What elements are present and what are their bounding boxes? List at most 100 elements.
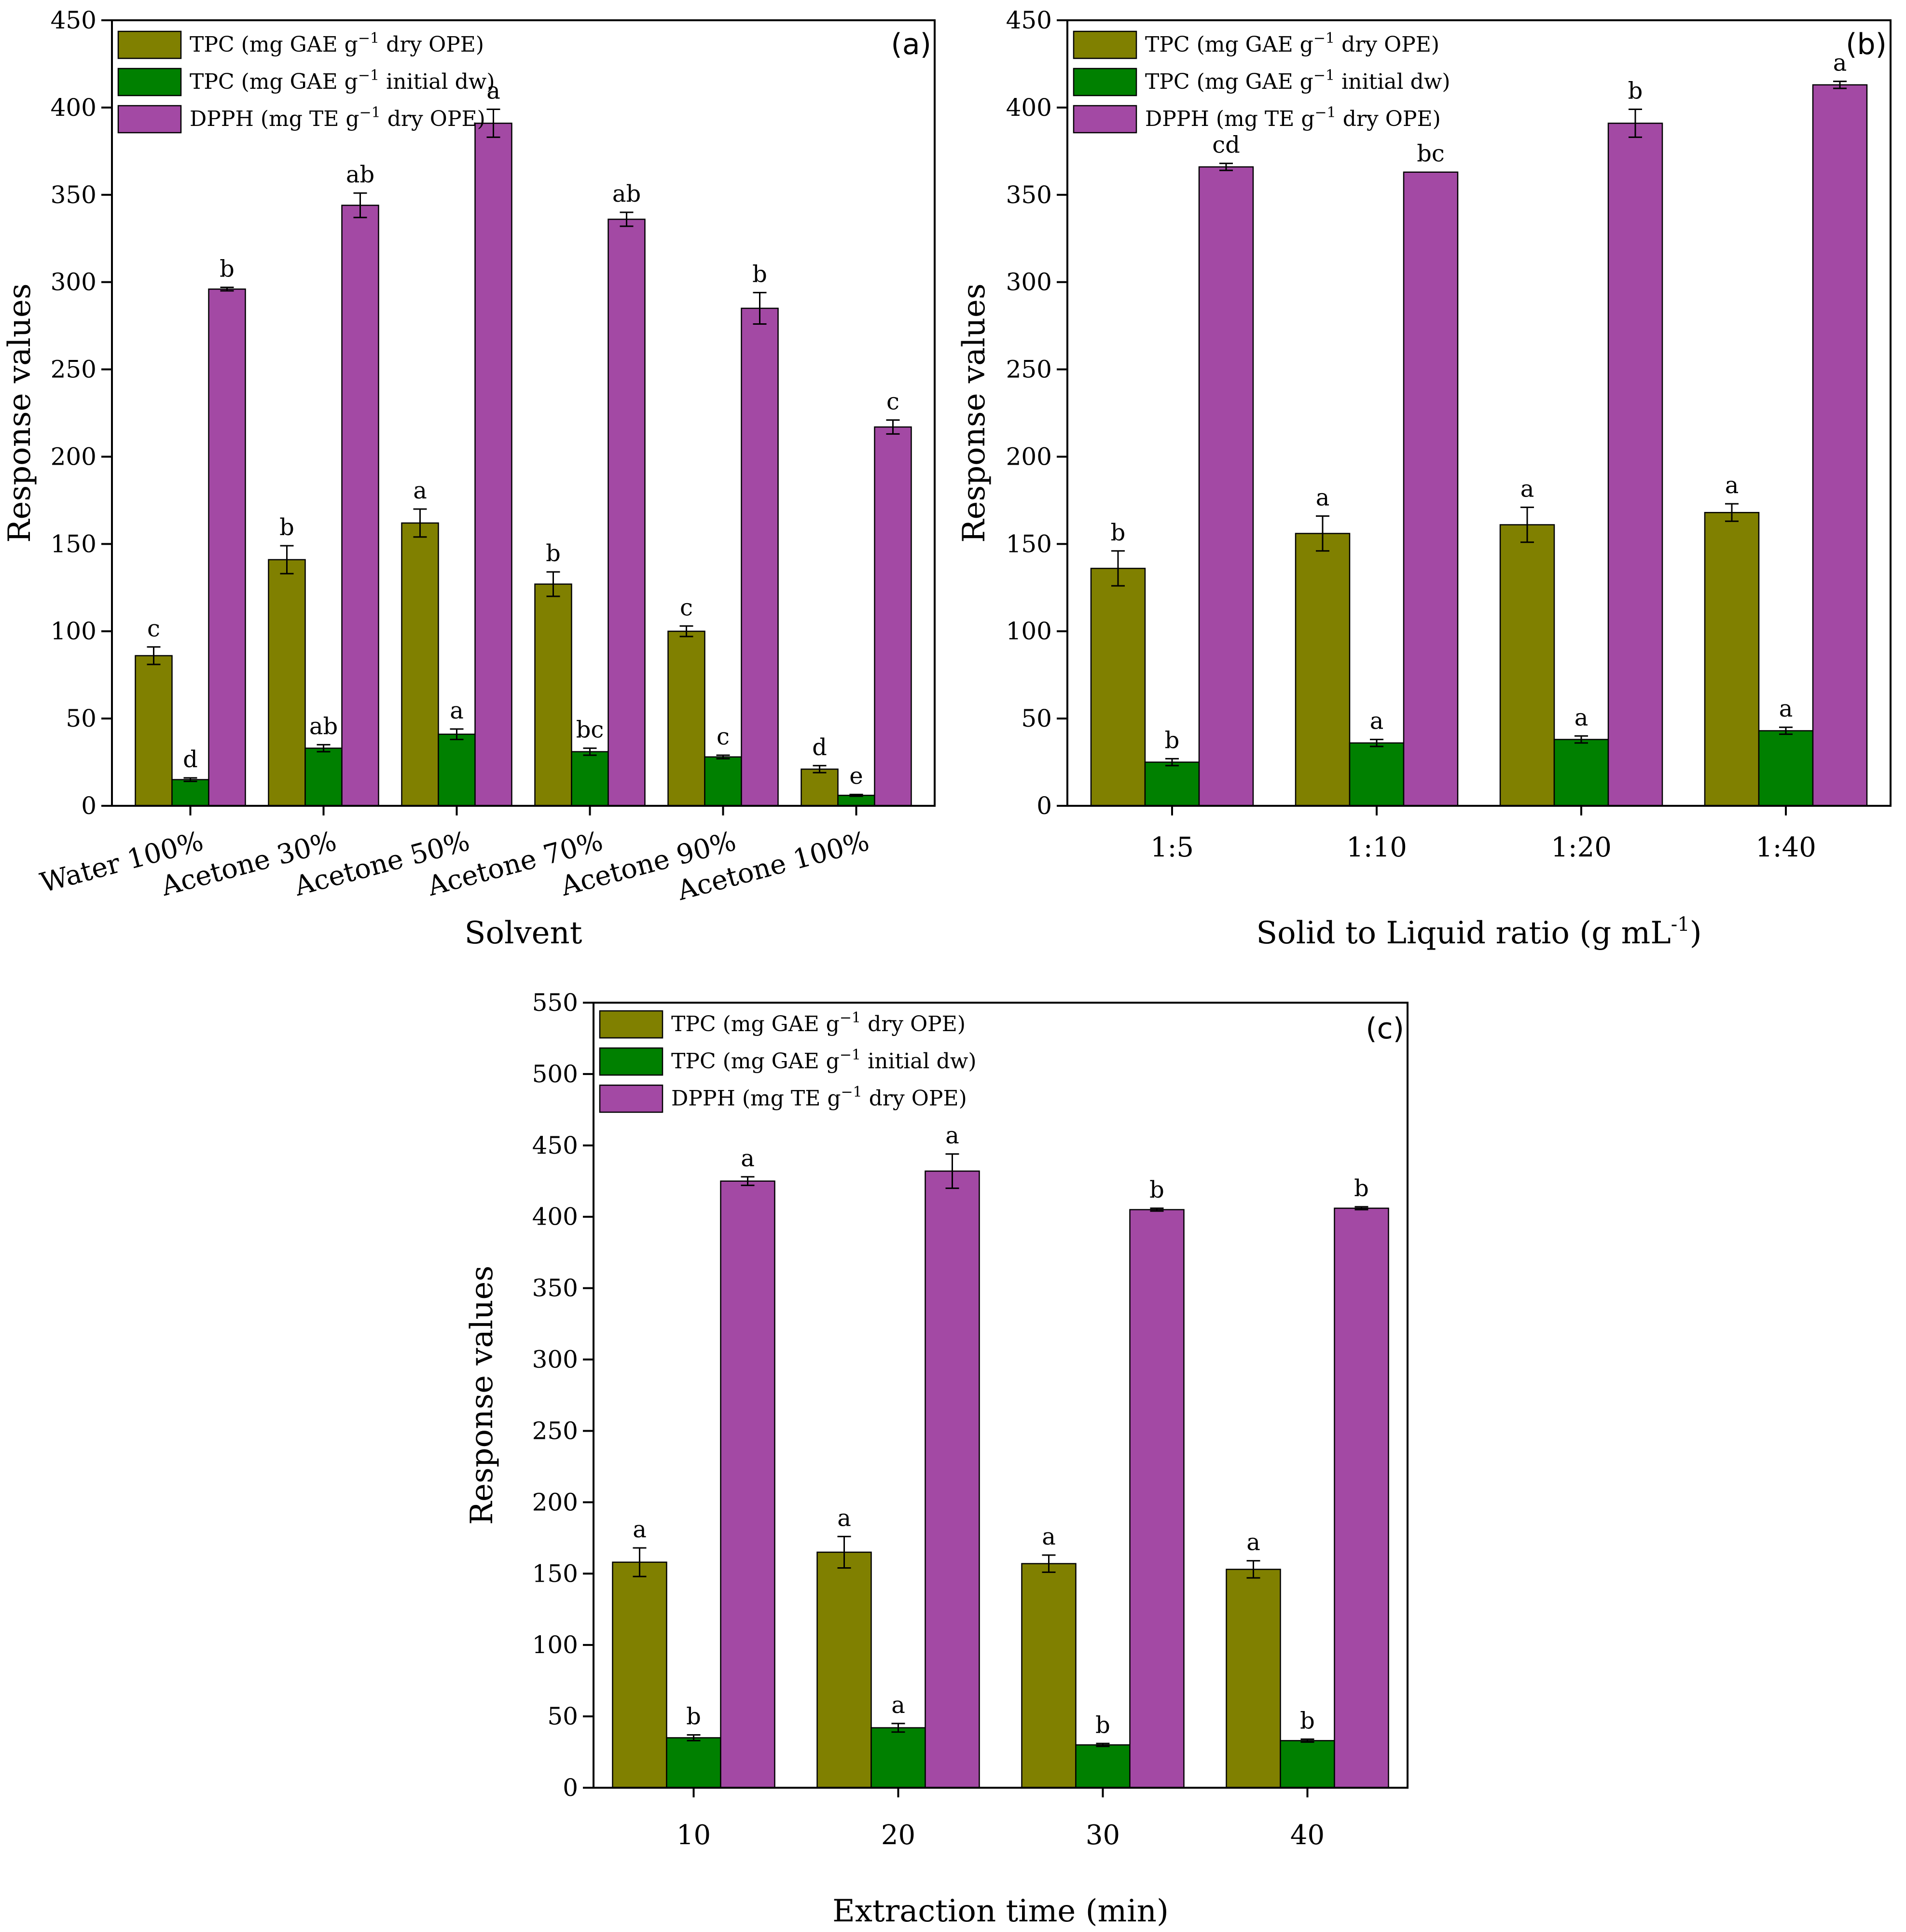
significance-letter: b (1149, 1176, 1164, 1203)
chart-panel-c: 0 50 100 150 200 250 300 350 400 450 500 550 a b a 10 a a… (464, 989, 1409, 1929)
y-tick-label: 150 (1006, 530, 1052, 558)
significance-letter: c (886, 388, 899, 415)
significance-letter: a (891, 1692, 905, 1719)
panel-label: (c) (1366, 1012, 1404, 1046)
bar (741, 307, 779, 807)
y-tick-label: 150 (532, 1559, 578, 1587)
legend-swatch (1073, 105, 1137, 134)
y-axis-title: Response values (956, 283, 992, 542)
plot-frame (1066, 19, 1892, 807)
bar (304, 747, 343, 807)
y-tick-label: 50 (1021, 704, 1052, 732)
bar (1295, 533, 1351, 807)
legend-label-main: TPC (mg GAE g (190, 32, 358, 57)
significance-letter: bc (1417, 140, 1445, 167)
legend-swatch (599, 1010, 663, 1039)
significance-letter: a (741, 1145, 755, 1172)
significance-letter: ab (309, 713, 338, 740)
y-tick-label: 300 (1006, 268, 1052, 296)
bar (474, 123, 512, 807)
y-tick-label: 450 (532, 1132, 578, 1159)
x-tick-label: 20 (881, 1820, 915, 1851)
bar (438, 733, 476, 807)
legend-label-sup: −1 (358, 30, 379, 47)
x-axis-title: Solvent (465, 915, 582, 951)
bar (1403, 171, 1459, 807)
plot-frame (593, 1002, 1409, 1789)
y-tick-label: 200 (532, 1488, 578, 1516)
x-axis-title-main: Solid to Liquid ratio (g mL (1256, 915, 1671, 951)
bar (534, 583, 572, 807)
bar (208, 288, 246, 807)
y-tick-label: 200 (51, 442, 97, 470)
y-tick-label: 500 (532, 1060, 578, 1088)
y-tick-label: 100 (51, 617, 97, 645)
bar (401, 522, 439, 807)
significance-letter: ab (346, 161, 374, 188)
y-tick-label: 450 (51, 6, 97, 34)
y-tick-label: 0 (1036, 792, 1052, 820)
y-tick-label: 450 (1006, 6, 1052, 34)
bar (1349, 742, 1405, 807)
significance-letter: a (1833, 50, 1847, 77)
bar (720, 1180, 775, 1789)
legend-swatch (117, 68, 182, 97)
bar (704, 756, 742, 807)
significance-letter: b (279, 514, 294, 541)
legend-label: TPC (mg GAE g−1 initial dw) (1145, 67, 1450, 94)
bar (571, 751, 609, 807)
legend-label-main: TPC (mg GAE g (671, 1012, 840, 1036)
x-axis-title-main: Solvent (465, 915, 582, 951)
significance-letter: b (1165, 727, 1180, 754)
x-axis-title: Extraction time (min) (832, 1893, 1169, 1929)
y-tick-label: 250 (51, 356, 97, 384)
bar (874, 426, 912, 807)
y-tick-label: 0 (81, 792, 97, 820)
y-tick-label: 100 (532, 1631, 578, 1659)
x-tick-label: 1:40 (1755, 832, 1816, 863)
y-tick-label: 350 (532, 1274, 578, 1302)
y-tick-label: 200 (1006, 442, 1052, 470)
bar (1144, 761, 1200, 807)
y-tick-label: 0 (563, 1774, 578, 1802)
legend-label-sup: −1 (359, 104, 381, 121)
significance-letter: a (1370, 708, 1384, 735)
bar (1075, 1744, 1131, 1789)
bar (667, 630, 705, 807)
legend-label: DPPH (mg TE g−1 dry OPE) (1145, 104, 1441, 131)
y-tick-label: 400 (51, 94, 97, 122)
bar (1607, 123, 1663, 807)
significance-letter: a (1520, 475, 1534, 502)
x-tick-label: 10 (677, 1820, 711, 1851)
bar (1758, 730, 1814, 807)
significance-letter: d (183, 746, 198, 773)
bar (1280, 1740, 1335, 1789)
legend-label-tail: dry OPE) (379, 32, 484, 57)
y-tick-label: 150 (51, 530, 97, 558)
significance-letter: ab (612, 180, 641, 207)
significance-letter: a (1316, 484, 1330, 511)
legend-label: DPPH (mg TE g−1 dry OPE) (671, 1084, 967, 1111)
y-tick-label: 300 (532, 1346, 578, 1374)
significance-letter: cd (1212, 132, 1240, 159)
bar (135, 655, 173, 807)
significance-letter: d (812, 734, 827, 761)
significance-letter: a (450, 697, 464, 724)
significance-letter: a (1725, 472, 1739, 499)
legend-label: TPC (mg GAE g−1 dry OPE) (671, 1009, 966, 1036)
significance-letter: b (686, 1703, 701, 1730)
significance-letter: b (1111, 519, 1126, 546)
legend-label-sup: −1 (840, 1009, 861, 1026)
significance-letter: a (486, 78, 500, 105)
bar (816, 1551, 872, 1789)
legend-label-sup: −1 (1315, 104, 1336, 121)
legend-swatch (599, 1084, 663, 1113)
significance-letter: b (546, 540, 561, 567)
legend-swatch (117, 30, 182, 59)
y-axis-title: Response values (464, 1266, 500, 1525)
significance-letter: a (413, 477, 427, 504)
legend-label-sup: −1 (1313, 67, 1335, 84)
legend-label: TPC (mg GAE g−1 dry OPE) (190, 30, 484, 57)
